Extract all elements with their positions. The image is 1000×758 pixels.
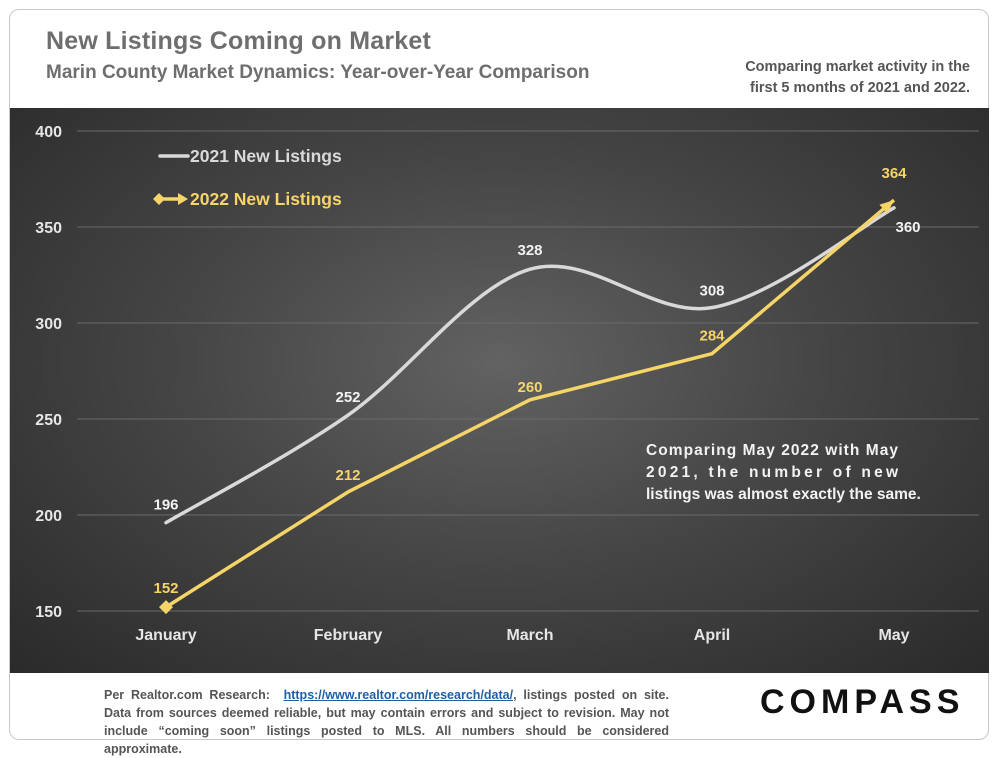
x-tick-label: January — [135, 627, 196, 644]
y-tick-label: 350 — [35, 220, 62, 237]
line-chart: 150 200 250 300 350 400 January February March Ap… — [35, 124, 979, 644]
chart-subtitle: Marin County Market Dynamics: Year-over-… — [46, 62, 590, 83]
source-link[interactable]: https://www.realtor.com/research/data/ — [283, 688, 514, 702]
legend-2021-label: 2021 New Listings — [190, 146, 342, 166]
source-footnote: Per Realtor.com Research: https://www.re… — [104, 686, 669, 758]
legend-2022-diamond — [153, 193, 165, 205]
y-tick-label: 400 — [35, 124, 62, 141]
plot-area — [10, 108, 989, 673]
y-tick-label: 200 — [35, 508, 62, 525]
annotation-line: 2021, the number of new — [646, 464, 899, 481]
x-tick-label: March — [506, 627, 553, 644]
data-label-2022: 152 — [153, 580, 178, 597]
series-2022-start-marker — [159, 600, 173, 615]
data-label-2022: 364 — [881, 165, 907, 182]
x-tick-label: May — [878, 627, 909, 644]
data-label-2021: 328 — [517, 242, 542, 259]
data-label-2021: 252 — [335, 389, 360, 406]
compass-logo: COMPASS — [760, 683, 965, 721]
series-2022-end-arrow — [879, 200, 894, 214]
legend-2022-label: 2022 New Listings — [190, 189, 342, 209]
y-tick-label: 300 — [35, 316, 62, 333]
data-label-2021: 308 — [699, 283, 724, 300]
chart-title: New Listings Coming on Market — [46, 27, 431, 55]
x-tick-label: February — [314, 627, 383, 644]
legend-2022-arrow — [178, 193, 188, 205]
x-tick-label: April — [694, 627, 730, 644]
y-tick-label: 250 — [35, 412, 62, 429]
annotation-line: Comparing May 2022 with May — [646, 442, 898, 459]
data-label-2022: 212 — [335, 467, 360, 484]
y-tick-label: 150 — [35, 604, 62, 621]
series-2022-line — [165, 198, 896, 609]
data-label-2021: 360 — [895, 219, 920, 236]
series-2021-line — [164, 206, 896, 525]
data-label-2022: 260 — [517, 379, 542, 396]
data-label-2021: 196 — [153, 497, 178, 514]
annotation-line: listings was almost exactly the same. — [646, 486, 921, 503]
data-label-2022: 284 — [699, 328, 725, 345]
comparison-note: Comparing market activity in the first 5… — [745, 59, 970, 96]
footnote-prefix: Per Realtor.com Research: — [104, 688, 270, 702]
